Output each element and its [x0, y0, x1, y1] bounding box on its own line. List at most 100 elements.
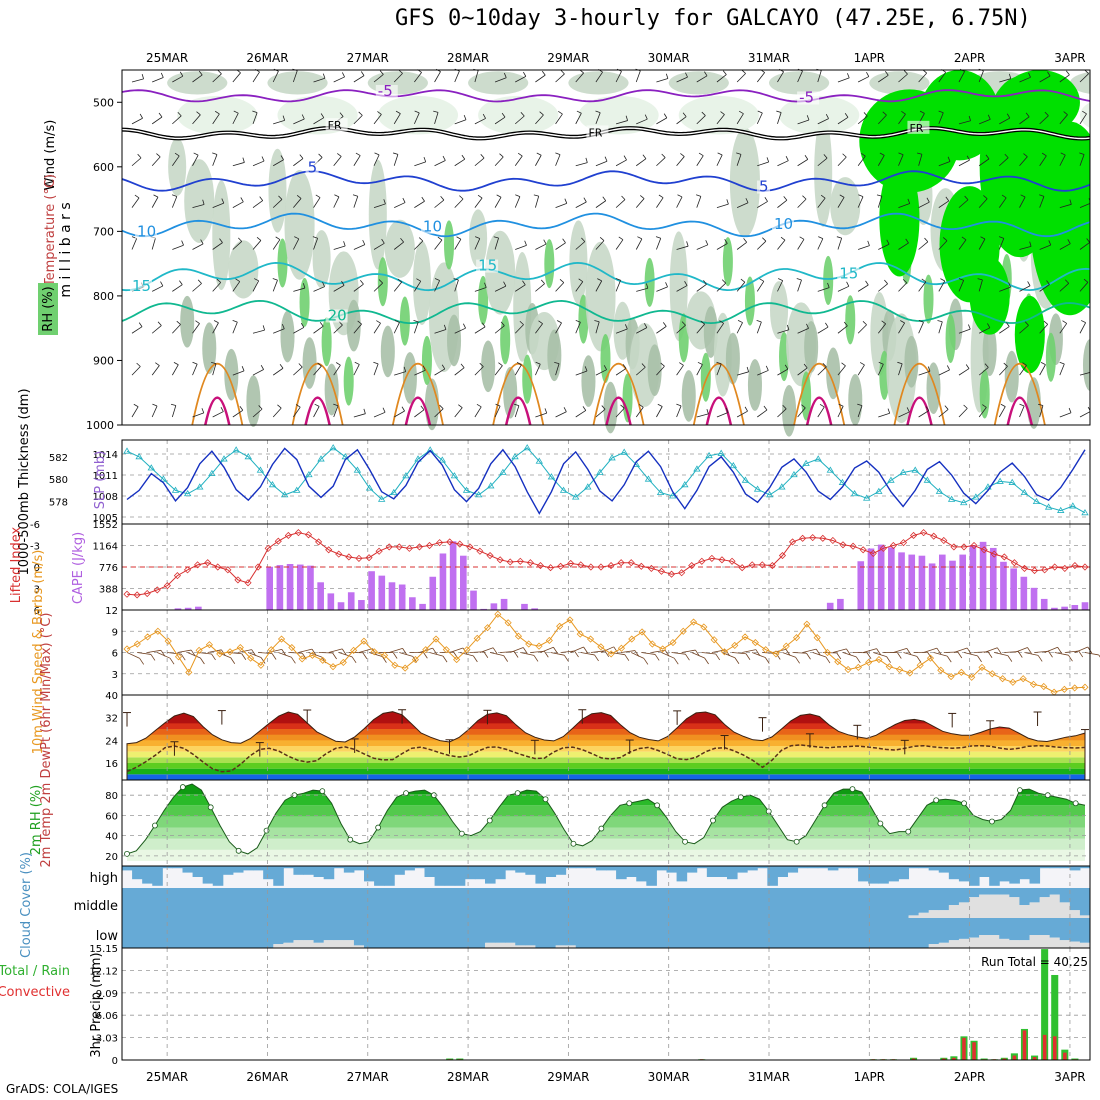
wind-barb	[256, 236, 262, 241]
lifted-index-point	[819, 534, 827, 542]
cloud-bar	[1029, 866, 1041, 884]
wind-barb	[172, 244, 184, 250]
wind-barb	[719, 320, 724, 324]
wind-speed-point	[463, 646, 471, 654]
cloud-bar	[273, 866, 284, 886]
wind-barb	[746, 366, 750, 372]
rh-contour-fill	[343, 356, 354, 406]
thickness-point	[996, 477, 1004, 484]
wind-barb	[884, 279, 888, 285]
wind-barb	[555, 363, 560, 376]
wind-barb	[280, 155, 284, 160]
cloud-gap-bar	[353, 945, 365, 948]
wind-speed-point	[782, 642, 790, 650]
wind-barb	[641, 652, 656, 655]
wind-barb	[898, 242, 909, 250]
thickness-point	[196, 483, 204, 490]
wind-barb	[763, 405, 768, 411]
wind-barb	[360, 71, 365, 76]
cloud-bar	[505, 922, 516, 943]
cloud-bar	[293, 892, 304, 918]
thickness-point	[802, 459, 810, 466]
wind-speed-point	[422, 646, 430, 654]
temperature-band	[127, 757, 1085, 763]
wind-barb	[434, 280, 440, 292]
cloud-bar	[535, 866, 546, 884]
cape-bar	[989, 547, 997, 610]
wind-barb	[1039, 196, 1045, 208]
wind-barb	[496, 194, 502, 198]
wind-barb	[503, 655, 509, 662]
cloud-bar	[374, 866, 385, 886]
temperature-band	[127, 751, 1085, 758]
wind-barb	[938, 161, 951, 167]
wind-barb	[676, 405, 682, 418]
wind-barb	[777, 199, 788, 208]
thickness-point	[596, 468, 604, 475]
cloud-bar	[464, 892, 476, 918]
cloud-bar	[353, 892, 365, 918]
wind-barb	[676, 365, 684, 376]
lifted-index-point	[224, 566, 232, 574]
wind-barb	[898, 152, 904, 156]
cloud-gap-bar	[938, 910, 950, 918]
wind-barb	[353, 244, 365, 250]
wind-barb	[615, 239, 624, 250]
rh-contour-fill	[399, 296, 410, 346]
wind-barb	[1019, 365, 1027, 376]
lifted-index-point	[577, 561, 585, 569]
wind-barb	[863, 648, 877, 653]
wind-barb	[461, 154, 466, 160]
wind-speed-point	[896, 665, 904, 674]
cloud-bar	[868, 866, 879, 884]
isotherm-label: FR	[909, 122, 923, 135]
wind-barb	[139, 113, 143, 119]
wind-barb	[555, 73, 565, 83]
cloud-gap-bar	[1069, 941, 1081, 948]
wind-barb	[252, 200, 263, 208]
wind-barb	[717, 152, 723, 156]
wind-barb	[638, 404, 644, 408]
wind-barb	[857, 76, 870, 83]
cloud-bar	[1049, 922, 1061, 938]
wind-barb	[247, 652, 262, 658]
lifted-index-tick-label: 0	[34, 563, 40, 574]
wind-barb	[389, 648, 403, 653]
cloud-bar	[767, 922, 778, 948]
lifted-index-point	[1010, 559, 1018, 567]
lifted-index-point	[345, 553, 353, 561]
wind-barb	[393, 241, 404, 250]
cloud-bar	[253, 892, 264, 918]
wind-barb	[232, 241, 243, 250]
thickness-point	[765, 491, 774, 498]
cloud-bar	[1049, 892, 1061, 895]
wind-barb	[357, 320, 362, 325]
lifted-index-point	[234, 576, 242, 584]
cloud-bar	[827, 892, 839, 918]
wind-barb	[721, 652, 736, 659]
wind-barb	[392, 652, 398, 659]
cloud-bar	[575, 922, 587, 948]
cape-bar	[419, 603, 426, 610]
wind-barb	[1079, 411, 1090, 418]
wind-speed-point	[483, 624, 492, 632]
wind-barb	[917, 152, 923, 155]
cloud-bar	[122, 922, 133, 948]
wind-barb	[498, 362, 503, 366]
wind-speed-point	[504, 619, 512, 627]
rh-contour-fill	[547, 329, 562, 382]
thickness-point	[584, 483, 592, 490]
wind-speed-point	[576, 630, 584, 638]
wind-barb	[575, 241, 586, 250]
wind-speed-point	[1009, 678, 1017, 686]
lifted-index-point	[587, 563, 595, 571]
cape-bar	[1020, 576, 1028, 610]
cloud-bar	[686, 866, 698, 873]
cloud-gap-bar	[283, 942, 294, 948]
wind-barb	[685, 72, 688, 78]
wind-barb	[703, 280, 707, 285]
thickness-point	[1081, 509, 1089, 516]
cloud-bar	[797, 922, 809, 948]
wind-barb	[978, 198, 988, 208]
thickness-point	[232, 446, 240, 453]
